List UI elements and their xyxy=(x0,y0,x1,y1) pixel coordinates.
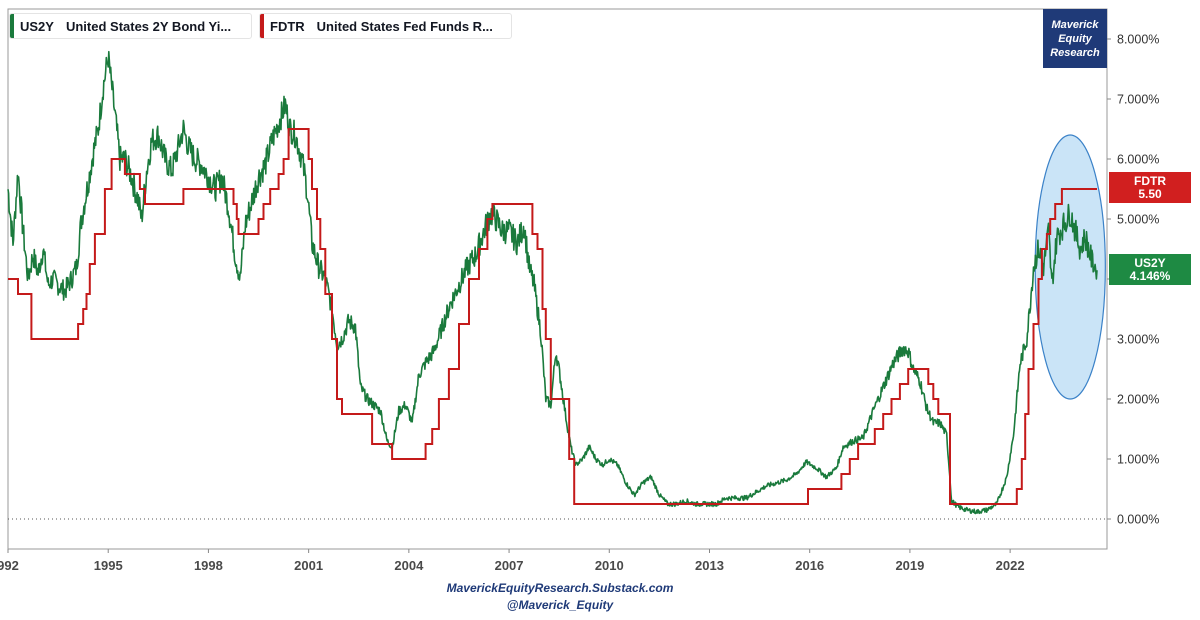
x-tick-label: 2022 xyxy=(996,558,1025,573)
y-tick-label: 0.000% xyxy=(1117,513,1159,527)
y-tick-label: 7.000% xyxy=(1117,93,1159,107)
x-tick-label: 2019 xyxy=(895,558,924,573)
brand-badge: Maverick Equity Research xyxy=(1043,9,1107,68)
x-tick-label: 992 xyxy=(0,558,19,573)
legend-item-fdtr[interactable]: FDTR United States Fed Funds R... xyxy=(259,13,512,39)
legend-symbol: FDTR xyxy=(270,18,305,34)
y-tick-label: 3.000% xyxy=(1117,333,1159,347)
legend-name: United States 2Y Bond Yi... xyxy=(65,18,232,34)
price-tag-us2y: US2Y 4.146% xyxy=(1109,254,1191,285)
plot-frame xyxy=(7,8,1108,550)
price-tag-value: 4.146% xyxy=(1129,268,1171,283)
x-tick-label: 2010 xyxy=(595,558,624,573)
footer-website: MaverickEquityResearch.Substack.com xyxy=(446,581,674,595)
chart-axes: 0.000%1.000%2.000%3.000%4.000%5.000%6.00… xyxy=(0,33,1159,574)
footer-handle: @Maverick_Equity xyxy=(506,598,614,612)
brand-badge-line: Maverick xyxy=(1051,18,1099,31)
chart-plot-area xyxy=(7,8,1108,550)
x-tick-label: 2001 xyxy=(294,558,323,573)
price-tag-value: 5.50 xyxy=(1138,186,1162,201)
legend-name: United States Fed Funds R... xyxy=(316,18,493,34)
x-tick-label: 2016 xyxy=(795,558,824,573)
series-line-fdtr xyxy=(8,128,1097,505)
y-tick-label: 8.000% xyxy=(1117,33,1159,47)
chart-series xyxy=(7,50,1098,515)
x-tick-label: 2013 xyxy=(695,558,724,573)
x-tick-label: 2007 xyxy=(495,558,524,573)
brand-badge-line: Equity xyxy=(1058,32,1092,45)
legend-symbol: US2Y xyxy=(20,18,54,34)
price-tag-symbol: US2Y xyxy=(1134,255,1166,270)
legend-item-us2y[interactable]: US2Y United States 2Y Bond Yi... xyxy=(9,13,252,39)
x-tick-label: 1995 xyxy=(94,558,123,573)
y-tick-label: 5.000% xyxy=(1117,213,1159,227)
y-tick-label: 6.000% xyxy=(1117,153,1159,167)
y-tick-label: 2.000% xyxy=(1117,393,1159,407)
x-tick-label: 2004 xyxy=(394,558,424,573)
price-tag-fdtr: FDTR 5.50 xyxy=(1109,172,1191,203)
price-tag-symbol: FDTR xyxy=(1134,173,1166,188)
legend-swatch-us2y xyxy=(10,14,14,38)
brand-badge-line: Research xyxy=(1050,46,1100,59)
legend-swatch-fdtr xyxy=(260,14,264,38)
x-tick-label: 1998 xyxy=(194,558,223,573)
series-line-us2y xyxy=(7,50,1098,515)
y-tick-label: 1.000% xyxy=(1117,453,1159,467)
